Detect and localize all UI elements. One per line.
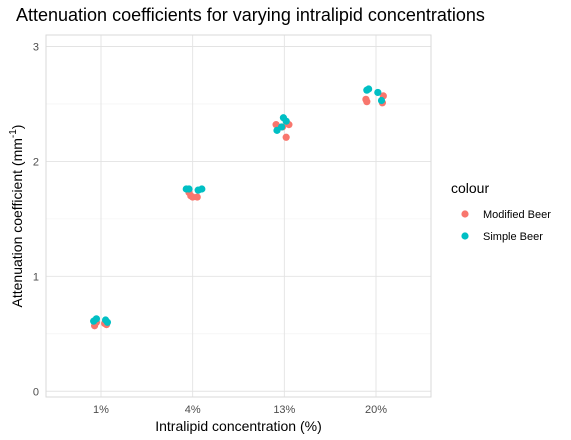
- data-point: [92, 315, 101, 323]
- series-simple-beer: [90, 85, 386, 326]
- legend-item: Simple Beer: [461, 231, 543, 243]
- x-tick-label: 20%: [365, 404, 387, 416]
- data-point: [185, 185, 193, 193]
- y-tick-label: 0: [33, 386, 39, 398]
- data-points: [90, 85, 387, 330]
- data-point: [363, 98, 371, 106]
- data-point: [198, 185, 206, 193]
- panel-background: [46, 35, 431, 397]
- x-tick-labels: 1% 4% 13% 20%: [93, 404, 387, 416]
- data-point: [374, 88, 382, 97]
- legend-item: Modified Beer: [461, 209, 551, 221]
- legend-key: [461, 232, 469, 240]
- y-axis-title-text: Attenuation coefficient: [9, 170, 25, 308]
- y-axis-title-exponent: -1: [8, 129, 19, 138]
- panel-border: [45, 34, 432, 398]
- legend-label: Modified Beer: [483, 209, 551, 221]
- x-tick-label: 4%: [185, 404, 201, 416]
- legend-key: [461, 210, 469, 218]
- data-point: [272, 121, 280, 129]
- y-tick-label: 3: [33, 41, 39, 53]
- legend-title: colour: [451, 180, 489, 196]
- data-point: [103, 318, 112, 326]
- x-tick-label: 13%: [273, 404, 295, 416]
- y-tick-labels: 0 1 2 3: [33, 41, 39, 398]
- data-point: [377, 96, 386, 105]
- y-axis-title-close-paren: ): [9, 125, 25, 130]
- y-axis-title: Attenuation coefficient (mm-1): [8, 125, 25, 308]
- data-point: [193, 193, 201, 201]
- chart-title: Attenuation coefficients for varying int…: [16, 5, 485, 25]
- x-tick-label: 1%: [93, 404, 109, 416]
- legend: colour Modified Beer Simple Beer: [451, 180, 551, 243]
- plot-panel: [45, 34, 432, 398]
- x-axis-title: Intralipid concentration (%): [155, 418, 322, 434]
- y-tick-label: 1: [33, 271, 39, 283]
- legend-label: Simple Beer: [483, 231, 543, 243]
- y-axis-title-open-paren: (: [9, 161, 25, 170]
- data-point: [277, 123, 286, 131]
- data-point: [282, 133, 290, 141]
- y-axis-title-unit: mm: [9, 138, 25, 161]
- y-tick-label: 2: [33, 156, 39, 168]
- data-point: [282, 117, 290, 125]
- data-point: [365, 85, 373, 93]
